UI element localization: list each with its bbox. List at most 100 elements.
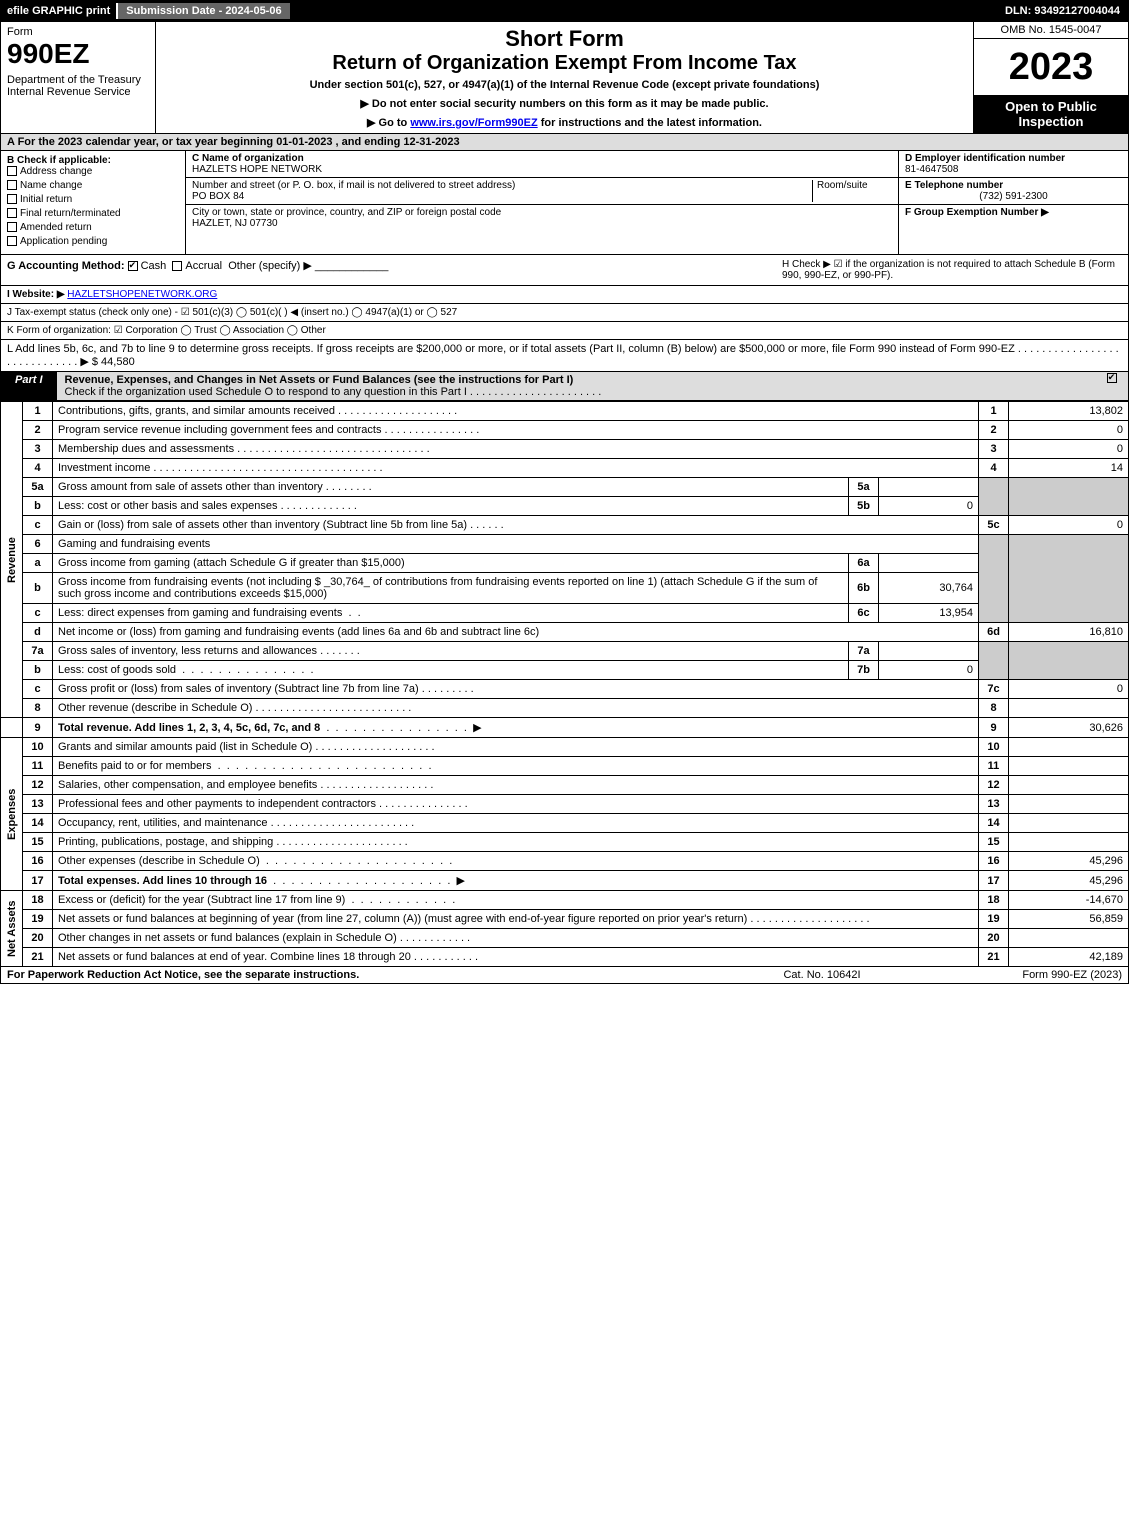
line-15-val [1009, 833, 1129, 852]
line-6c-num: c [23, 604, 53, 623]
line-5a-subval [879, 478, 979, 497]
line-3-val: 0 [1009, 440, 1129, 459]
line-4-val: 14 [1009, 459, 1129, 478]
line-13-val [1009, 795, 1129, 814]
line-6a-num: a [23, 554, 53, 573]
line-6b-sub: 6b [849, 573, 879, 604]
line-9-val: 30,626 [1009, 718, 1129, 738]
expenses-section-label: Expenses [1, 738, 23, 891]
part-i-schedule-o-check[interactable] [1107, 373, 1117, 383]
line-10-text: Grants and similar amounts paid (list in… [53, 738, 979, 757]
line-16-val: 45,296 [1009, 852, 1129, 871]
chk-address-change[interactable]: Address change [7, 166, 179, 177]
line-18-num: 18 [23, 891, 53, 910]
submission-date: Submission Date - 2024-05-06 [118, 3, 289, 19]
efile-print-button[interactable]: efile GRAPHIC print [1, 3, 118, 19]
d-label: D Employer identification number [905, 153, 1065, 164]
line-20-text: Other changes in net assets or fund bala… [53, 929, 979, 948]
line-16-num: 16 [23, 852, 53, 871]
instruction-1: ▶ Do not enter social security numbers o… [162, 97, 967, 110]
irs-link[interactable]: www.irs.gov/Form990EZ [410, 117, 537, 129]
line-10-val [1009, 738, 1129, 757]
line-12-val [1009, 776, 1129, 795]
line-13-rnum: 13 [979, 795, 1009, 814]
phone-value: (732) 591-2300 [905, 191, 1122, 202]
chk-application-pending[interactable]: Application pending [7, 236, 179, 247]
line-6a-subval [879, 554, 979, 573]
line-17-num: 17 [23, 871, 53, 891]
chk-accrual[interactable] [172, 261, 182, 271]
line-1-val: 13,802 [1009, 402, 1129, 421]
city-value: HAZLET, NJ 07730 [192, 218, 278, 229]
website-link[interactable]: HAZLETSHOPENETWORK.ORG [67, 289, 217, 300]
street-value: PO BOX 84 [192, 191, 244, 202]
b-label: B Check if applicable: [7, 155, 179, 166]
line-6b-text: Gross income from fundraising events (no… [53, 573, 849, 604]
other-label: Other (specify) ▶ [228, 260, 312, 272]
line-5b-num: b [23, 497, 53, 516]
form-number: 990EZ [7, 38, 37, 70]
row-a-tax-year: A For the 2023 calendar year, or tax yea… [0, 134, 1129, 151]
line-17-text: Total expenses. Add lines 10 through 16 … [53, 871, 979, 891]
line-21-val: 42,189 [1009, 948, 1129, 967]
line-10-num: 10 [23, 738, 53, 757]
chk-amended-return[interactable]: Amended return [7, 222, 179, 233]
line-5c-num: c [23, 516, 53, 535]
line-18-rnum: 18 [979, 891, 1009, 910]
line-6c-text: Less: direct expenses from gaming and fu… [53, 604, 849, 623]
h-text: H Check ▶ ☑ if the organization is not r… [782, 259, 1122, 281]
line-2-val: 0 [1009, 421, 1129, 440]
chk-name-change[interactable]: Name change [7, 180, 179, 191]
form-footer-label: Form 990-EZ (2023) [922, 969, 1122, 981]
omb-number: OMB No. 1545-0047 [974, 22, 1128, 39]
line-17-rnum: 17 [979, 871, 1009, 891]
line-7b-subval: 0 [879, 661, 979, 680]
line-5c-rnum: 5c [979, 516, 1009, 535]
line-8-rnum: 8 [979, 699, 1009, 718]
line-3-num: 3 [23, 440, 53, 459]
line-15-num: 15 [23, 833, 53, 852]
line-5b-subval: 0 [879, 497, 979, 516]
line-8-text: Other revenue (describe in Schedule O) .… [53, 699, 979, 718]
under-section-text: Under section 501(c), 527, or 4947(a)(1)… [162, 79, 967, 91]
line-9-rnum: 9 [979, 718, 1009, 738]
line-6d-rnum: 6d [979, 623, 1009, 642]
part-i-title: Revenue, Expenses, and Changes in Net As… [65, 374, 574, 386]
line-11-val [1009, 757, 1129, 776]
line-18-text: Excess or (deficit) for the year (Subtra… [53, 891, 979, 910]
line-14-rnum: 14 [979, 814, 1009, 833]
i-label: I Website: ▶ [7, 289, 65, 300]
row-i: I Website: ▶ HAZLETSHOPENETWORK.ORG [0, 286, 1129, 304]
line-5b-sub: 5b [849, 497, 879, 516]
line-20-rnum: 20 [979, 929, 1009, 948]
chk-initial-return[interactable]: Initial return [7, 194, 179, 205]
street-label: Number and street (or P. O. box, if mail… [192, 180, 515, 191]
line-13-num: 13 [23, 795, 53, 814]
line-2-text: Program service revenue including govern… [53, 421, 979, 440]
department-label: Department of the Treasury Internal Reve… [7, 74, 149, 98]
form-word: Form [7, 26, 149, 38]
line-9-num: 9 [23, 718, 53, 738]
line-7b-num: b [23, 661, 53, 680]
line-6b-num: b [23, 573, 53, 604]
row-l: L Add lines 5b, 6c, and 7b to line 9 to … [0, 340, 1129, 372]
line-16-rnum: 16 [979, 852, 1009, 871]
chk-cash[interactable] [128, 261, 138, 271]
line-1-num: 1 [23, 402, 53, 421]
line-6d-num: d [23, 623, 53, 642]
instruction-2: ▶ Go to www.irs.gov/Form990EZ for instru… [162, 116, 967, 129]
line-15-text: Printing, publications, postage, and shi… [53, 833, 979, 852]
line-9-text: Total revenue. Add lines 1, 2, 3, 4, 5c,… [53, 718, 979, 738]
line-12-rnum: 12 [979, 776, 1009, 795]
chk-final-return[interactable]: Final return/terminated [7, 208, 179, 219]
line-19-val: 56,859 [1009, 910, 1129, 929]
line-6d-val: 16,810 [1009, 623, 1129, 642]
line-21-text: Net assets or fund balances at end of ye… [53, 948, 979, 967]
line-20-val [1009, 929, 1129, 948]
line-16-text: Other expenses (describe in Schedule O) … [53, 852, 979, 871]
line-3-rnum: 3 [979, 440, 1009, 459]
dln-label: DLN: 93492127004044 [997, 3, 1128, 19]
part-i-label: Part I [1, 372, 57, 400]
row-g-h: G Accounting Method: Cash Accrual Other … [0, 255, 1129, 286]
revenue-section-label: Revenue [1, 402, 23, 718]
